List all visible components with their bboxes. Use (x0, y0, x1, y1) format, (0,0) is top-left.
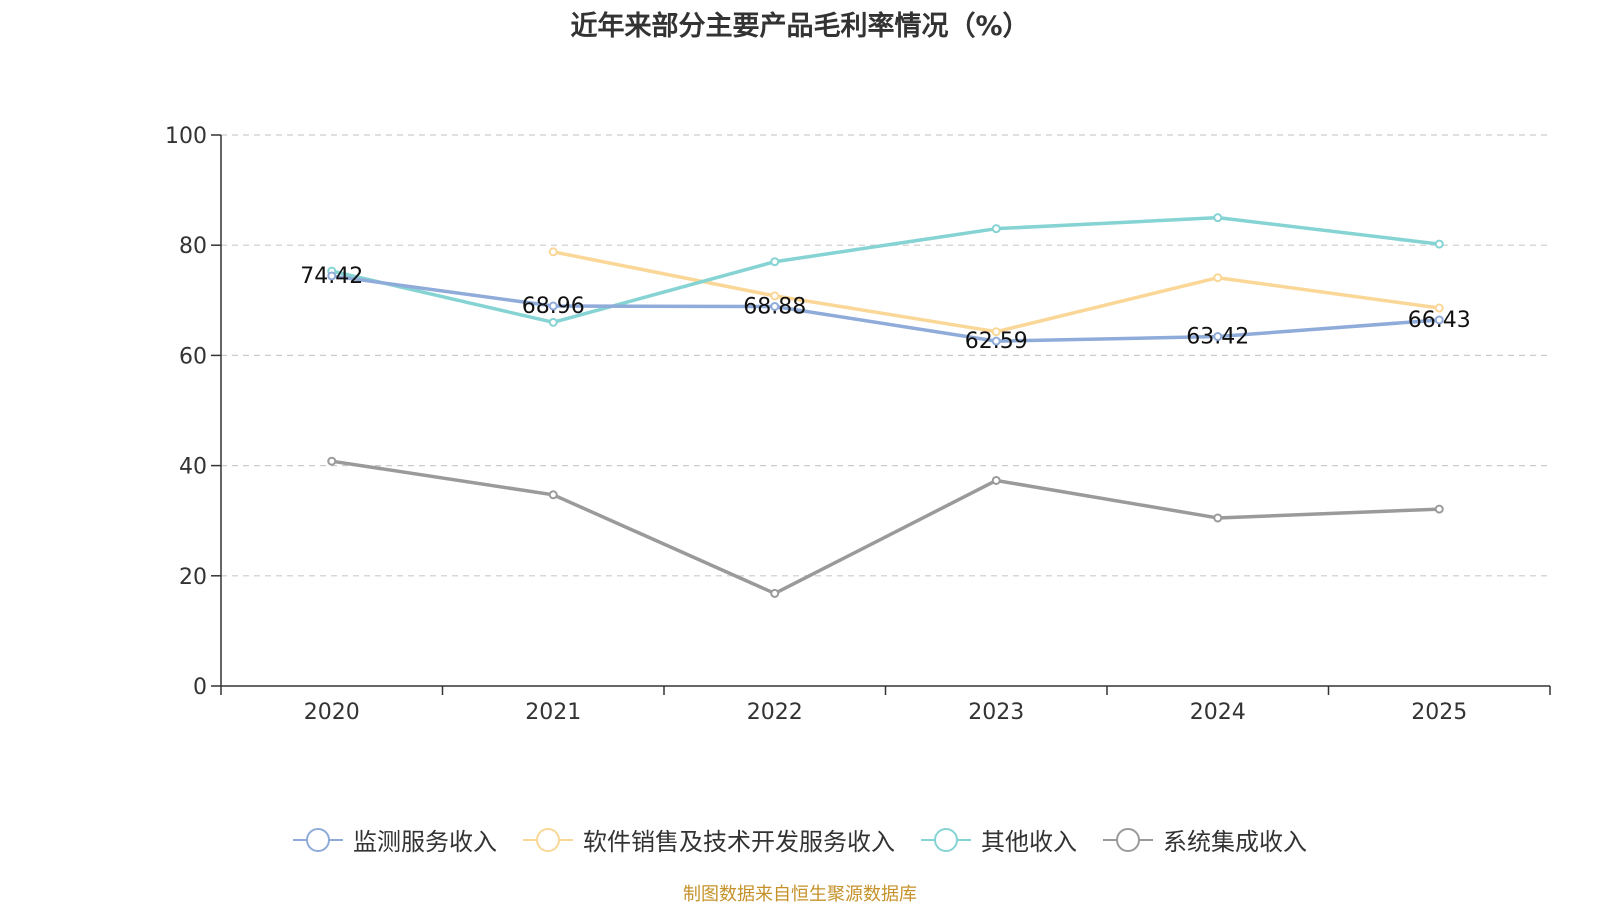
data-point (327, 456, 337, 466)
data-point (770, 257, 780, 267)
data-point (548, 490, 558, 500)
source-note: 制图数据来自恒生聚源数据库 (683, 884, 917, 905)
data-point (327, 271, 337, 281)
data-point (1434, 504, 1444, 514)
data-point (1213, 332, 1223, 342)
legend-marker-icon (1103, 827, 1153, 853)
x-tick-label: 2024 (1190, 700, 1246, 725)
y-tick-label: 0 (193, 675, 207, 700)
data-label: 74.42 (300, 264, 363, 289)
x-tick-label: 2022 (747, 700, 803, 725)
data-point (548, 301, 558, 311)
data-point (991, 475, 1001, 485)
data-point (991, 327, 1001, 337)
x-tick-label: 2021 (525, 700, 581, 725)
series-line-2 (331, 215, 1440, 325)
legend-item[interactable]: 系统集成收入 (1103, 822, 1307, 857)
data-point (1434, 315, 1444, 325)
legend-marker-icon (523, 827, 573, 853)
x-tick-label: 2020 (304, 700, 360, 725)
data-point (1434, 303, 1444, 313)
y-tick-label: 60 (179, 344, 207, 369)
x-tick-label: 2025 (1411, 700, 1467, 725)
chart-legend: 监测服务收入 软件销售及技术开发服务收入 其他收入 系统集成收入 (0, 822, 1600, 857)
data-point (991, 224, 1001, 234)
legend-label: 软件销售及技术开发服务收入 (583, 828, 895, 856)
data-label: 62.59 (965, 329, 1028, 354)
data-label: 68.96 (522, 294, 585, 319)
y-tick-label: 100 (165, 124, 207, 149)
legend-label: 其他收入 (981, 828, 1077, 856)
data-point (1213, 513, 1223, 523)
data-point (548, 317, 558, 327)
data-point (548, 247, 558, 257)
data-point (1213, 273, 1223, 283)
legend-item[interactable]: 其他收入 (921, 822, 1077, 857)
legend-label: 系统集成收入 (1163, 828, 1307, 856)
data-point (1213, 213, 1223, 223)
y-tick-label: 80 (179, 234, 207, 259)
data-point (1434, 239, 1444, 249)
legend-label: 监测服务收入 (353, 828, 497, 856)
data-point (770, 301, 780, 311)
data-point (770, 291, 780, 301)
data-label: 66.43 (1408, 308, 1471, 333)
data-point (991, 336, 1001, 346)
line-chart: 0 20 40 60 80 100 2020 2021 2022 2023 2024 2025 74.4… (165, 124, 1551, 725)
series-line-0 (331, 274, 1440, 343)
series-line-1 (552, 250, 1440, 334)
legend-marker-icon (293, 827, 343, 853)
series-line-3 (331, 459, 1440, 596)
legend-item[interactable]: 软件销售及技术开发服务收入 (523, 822, 895, 857)
y-tick-label: 20 (179, 565, 207, 590)
x-tick-label: 2023 (968, 700, 1024, 725)
y-tick-label: 40 (179, 455, 207, 480)
chart-title: 近年来部分主要产品毛利率情况（%） (570, 11, 1030, 42)
legend-marker-icon (921, 827, 971, 853)
data-point (770, 588, 780, 598)
data-label: 63.42 (1186, 325, 1249, 350)
data-label: 68.88 (743, 294, 806, 319)
legend-item[interactable]: 监测服务收入 (293, 822, 497, 857)
